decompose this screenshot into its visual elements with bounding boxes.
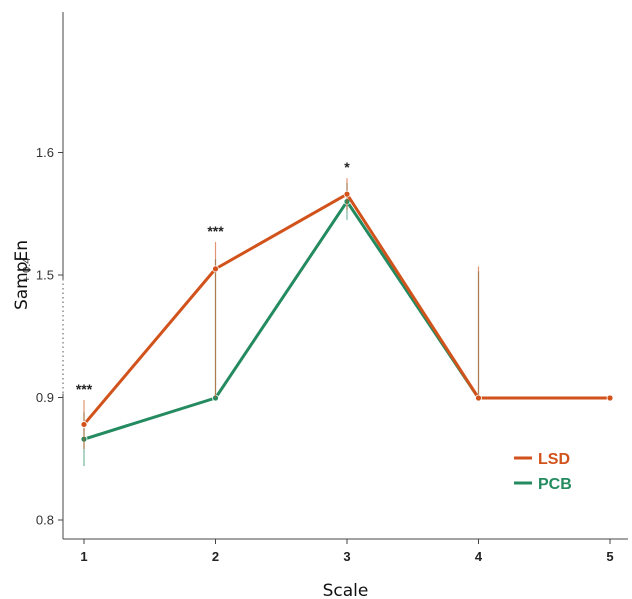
series-pcb [80, 183, 614, 467]
series-lsd [80, 178, 614, 449]
significance-marker: * [344, 159, 350, 175]
series-line [83, 200, 610, 441]
data-point [80, 421, 88, 428]
legend: LSD PCB [514, 451, 572, 493]
series-lines [80, 178, 614, 467]
x-tick-label: 4 [475, 549, 483, 564]
x-tick-label: 3 [343, 549, 350, 564]
series-line [82, 192, 610, 426]
legend-label: PCB [538, 476, 572, 493]
y-tick-label: 1.6 [36, 145, 54, 160]
data-point [212, 265, 219, 273]
x-tick-label: 1 [80, 549, 87, 564]
axis-break-label: + 0.4 [21, 258, 33, 283]
significance-marker: *** [76, 381, 93, 397]
x-tick-label: 2 [212, 549, 219, 564]
y-tick-label: 0.9 [36, 390, 54, 405]
y-axis-title: SampEn [12, 240, 32, 310]
x-tick-label: 5 [606, 549, 613, 564]
data-point [475, 394, 482, 402]
legend-label: LSD [538, 451, 570, 468]
axes [58, 12, 628, 544]
x-axis-title: Scale [323, 581, 369, 599]
y-tick-label: 0.8 [36, 513, 54, 528]
significance-marker: *** [207, 223, 224, 239]
data-point [606, 394, 614, 402]
data-point [343, 190, 351, 198]
y-tick-label: 1.5 [36, 268, 54, 283]
